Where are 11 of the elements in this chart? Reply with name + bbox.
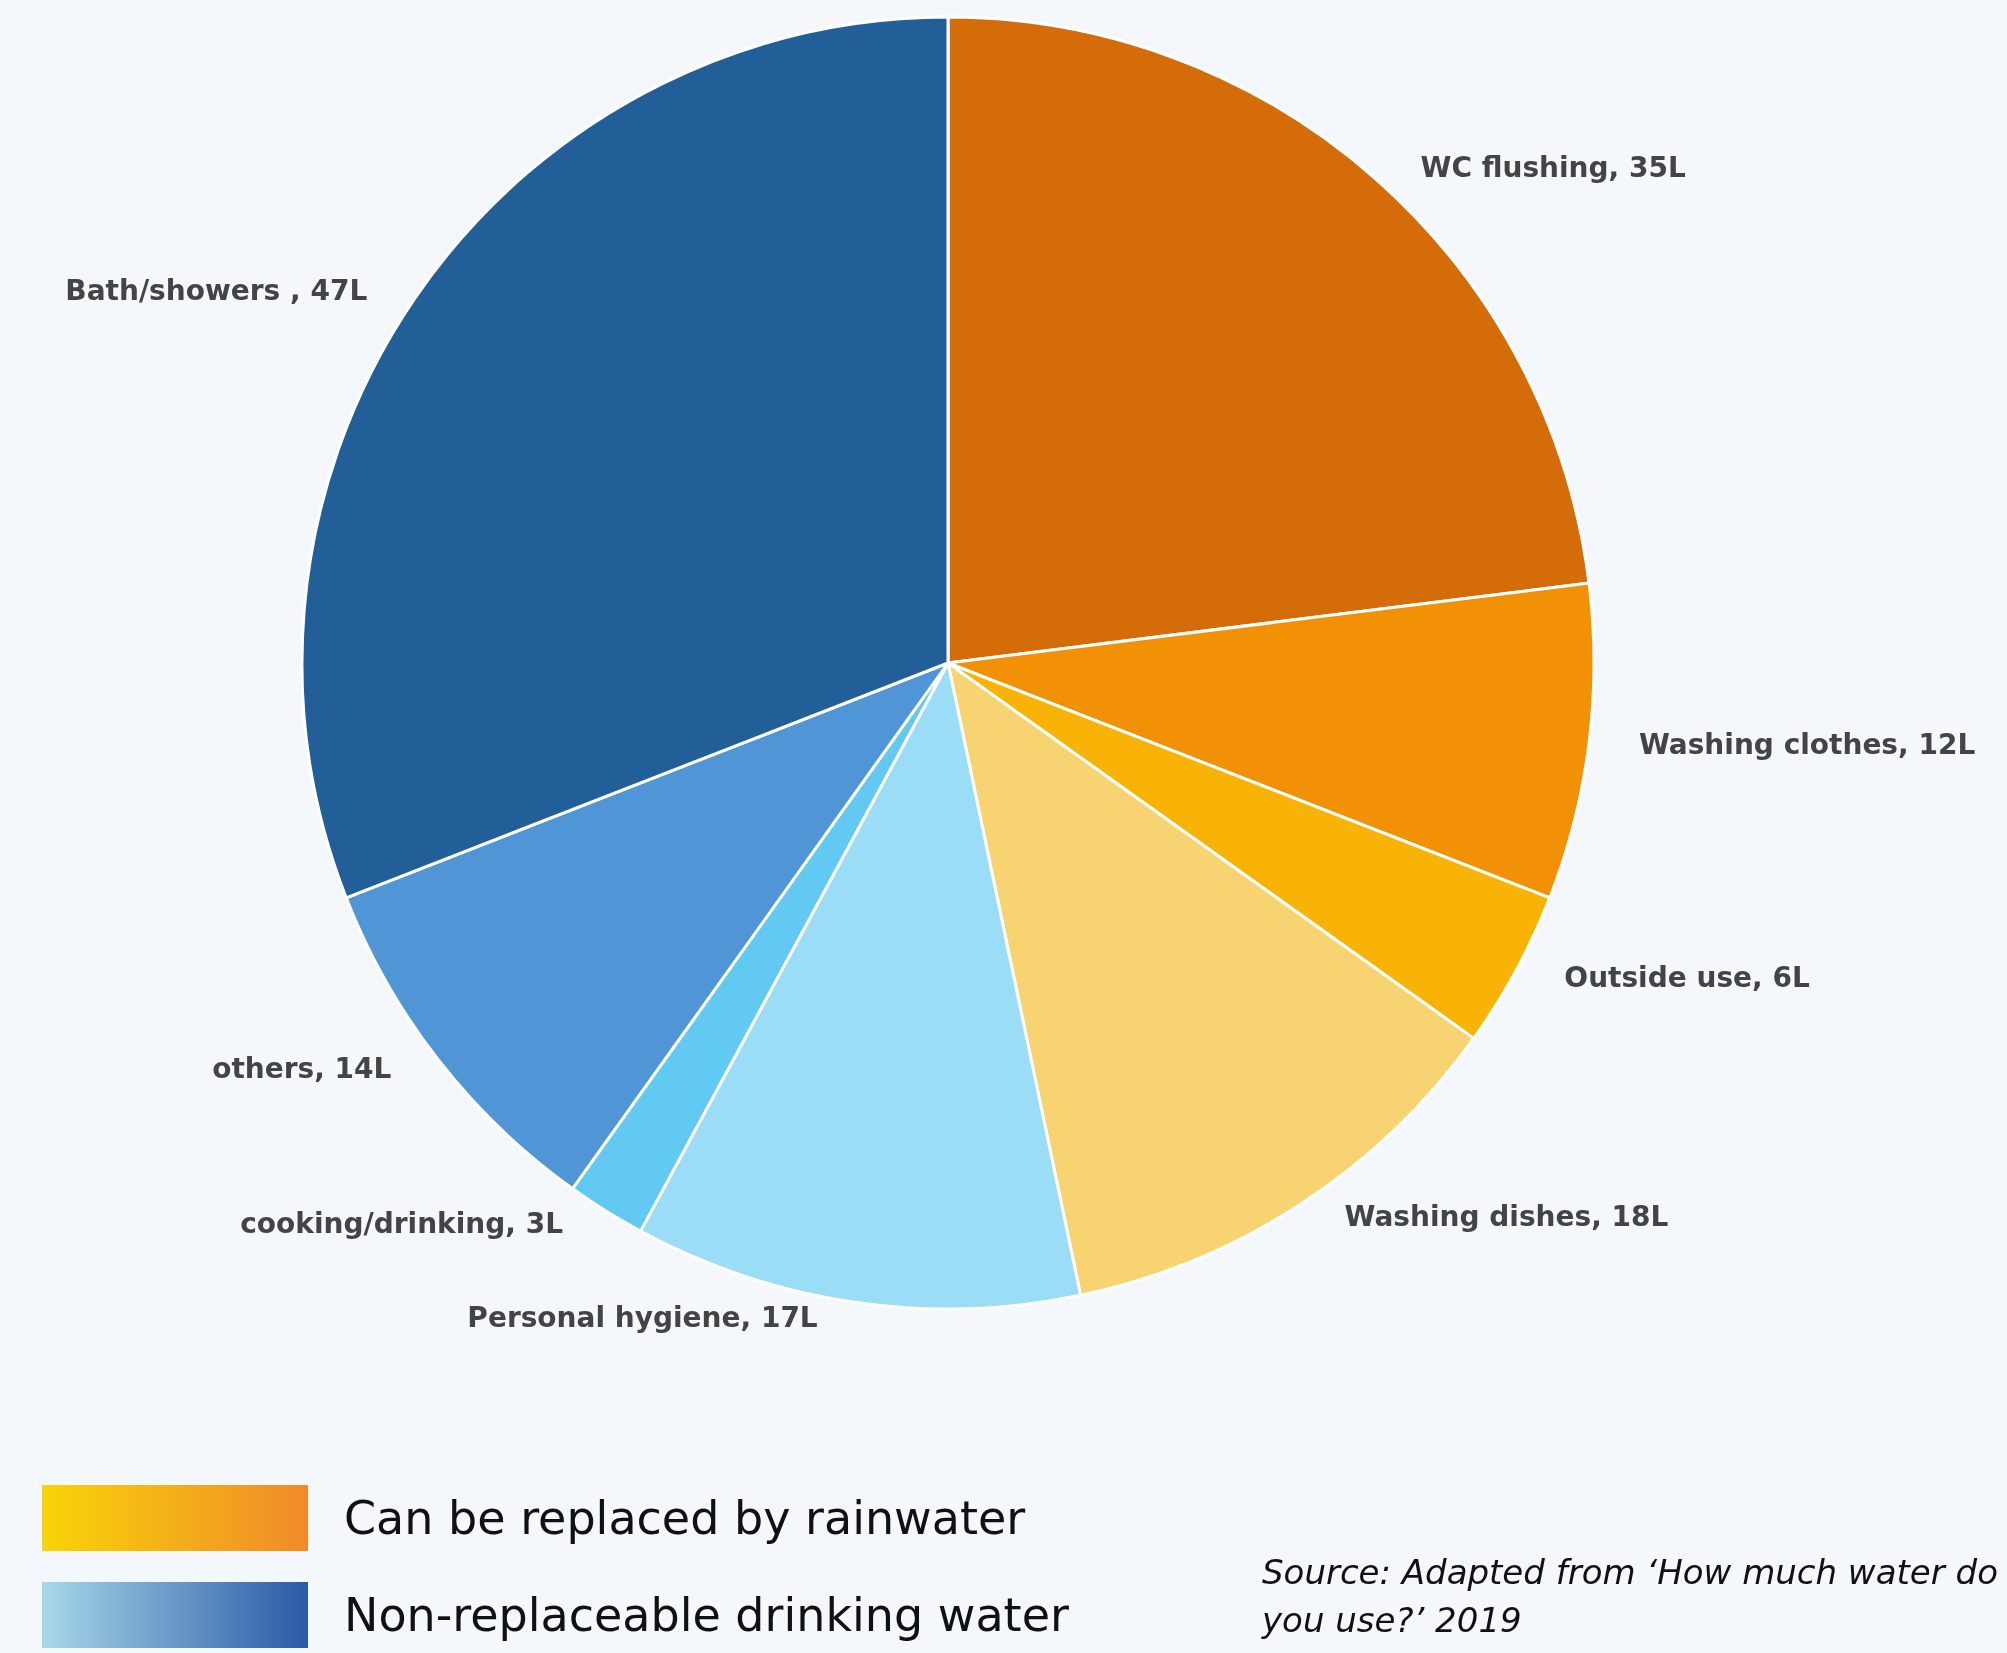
slice-label: others, 14L <box>212 1052 392 1086</box>
slice-label: WC flushing, 35L <box>1420 151 1686 185</box>
slice-label: Washing clothes, 12L <box>1638 728 1976 762</box>
source-note: Source: Adapted from ‘How much water do you use?’ 2019 <box>1262 1551 1999 1642</box>
slice-label: Washing dishes, 18L <box>1344 1199 1669 1233</box>
slice-label: Outside use, 6L <box>1564 961 1810 995</box>
text: Non-replaceable drinking water <box>344 1588 1069 1642</box>
slice-label: Personal hygiene, 17L <box>467 1300 818 1334</box>
slice-label: cooking/drinking, 3L <box>240 1207 564 1241</box>
text: Can be replaced by rainwater <box>344 1491 1026 1545</box>
slice-label: Bath/showers , 47L <box>65 273 368 307</box>
